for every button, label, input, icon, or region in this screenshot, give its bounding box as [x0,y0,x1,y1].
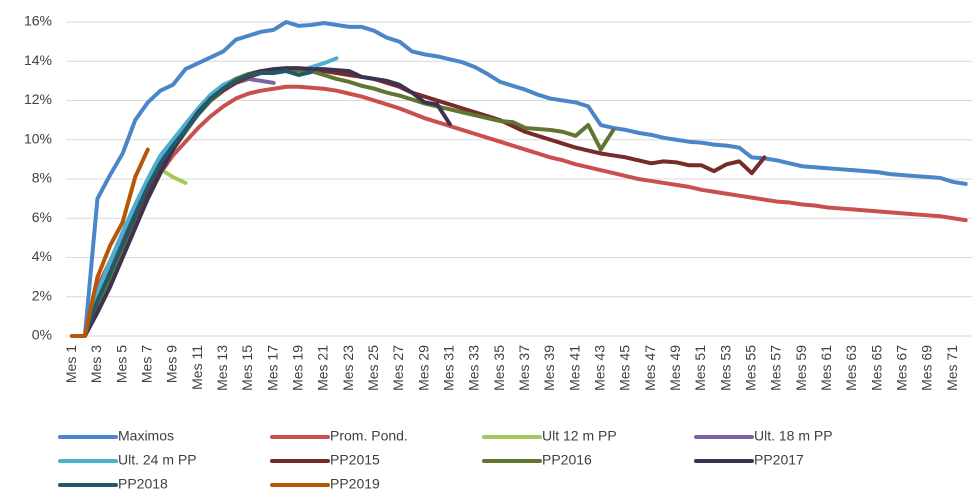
x-tick-label: Mes 63 [843,345,859,391]
y-tick-label: 2% [32,287,52,303]
x-tick-label: Mes 19 [289,345,305,391]
x-tick-label: Mes 7 [138,345,154,383]
x-tick-label: Mes 21 [315,345,331,391]
x-tick-label: Mes 57 [768,345,784,391]
x-tick-label: Mes 1 [63,345,79,383]
x-tick-label: Mes 45 [617,345,633,391]
x-tick-label: Mes 59 [793,345,809,391]
x-tick-label: Mes 49 [667,345,683,391]
legend-label: Maximos [118,428,174,444]
y-tick-label: 4% [32,248,52,264]
series-line [70,84,968,338]
y-tick-label: 14% [24,52,52,68]
x-tick-label: Mes 39 [541,345,557,391]
legend-label: Ult. 18 m PP [754,428,833,444]
x-tick-label: Mes 47 [642,345,658,391]
legend-label: PP2019 [330,476,380,490]
x-tick-label: Mes 29 [415,345,431,391]
x-tick-label: Mes 15 [239,345,255,391]
x-tick-label: Mes 67 [893,345,909,391]
series-line [70,67,767,338]
x-tick-label: Mes 71 [944,345,960,391]
legend-label: PP2016 [542,452,592,468]
x-tick-label: Mes 27 [390,345,406,391]
x-tick-label: Mes 23 [340,345,356,391]
x-tick-label: Mes 5 [113,345,129,383]
y-tick-label: 6% [32,209,52,225]
x-tick-label: Mes 61 [818,345,834,391]
x-tick-label: Mes 25 [365,345,381,391]
x-tick-label: Mes 17 [264,345,280,391]
x-tick-label: Mes 9 [164,345,180,383]
y-tick-label: 12% [24,91,52,107]
series-line [70,147,150,338]
x-tick-label: Mes 33 [466,345,482,391]
legend-label: Prom. Pond. [330,428,408,444]
series-line [70,20,968,338]
x-tick-label: Mes 55 [742,345,758,391]
series-line [70,56,339,338]
y-tick-label: 0% [32,327,52,343]
series-line [70,67,616,338]
x-tick-label: Mes 31 [440,345,456,391]
legend-label: Ult. 24 m PP [118,452,197,468]
x-tick-label: Mes 53 [717,345,733,391]
x-tick-label: Mes 13 [214,345,230,391]
x-tick-label: Mes 65 [868,345,884,391]
x-tick-label: Mes 37 [516,345,532,391]
legend-label: PP2015 [330,452,380,468]
y-tick-label: 10% [24,130,52,146]
legend-label: Ult 12 m PP [542,428,617,444]
legend-label: PP2018 [118,476,168,490]
x-tick-label: Mes 3 [88,345,104,383]
x-tick-label: Mes 11 [189,345,205,390]
x-tick-label: Mes 35 [491,345,507,391]
legend-label: PP2017 [754,452,804,468]
x-tick-label: Mes 51 [692,345,708,391]
x-tick-label: Mes 69 [919,345,935,391]
x-tick-label: Mes 41 [566,345,582,391]
y-tick-label: 16% [24,13,52,29]
series-line [70,69,314,338]
y-tick-label: 8% [32,170,52,186]
x-tick-label: Mes 43 [591,345,607,391]
